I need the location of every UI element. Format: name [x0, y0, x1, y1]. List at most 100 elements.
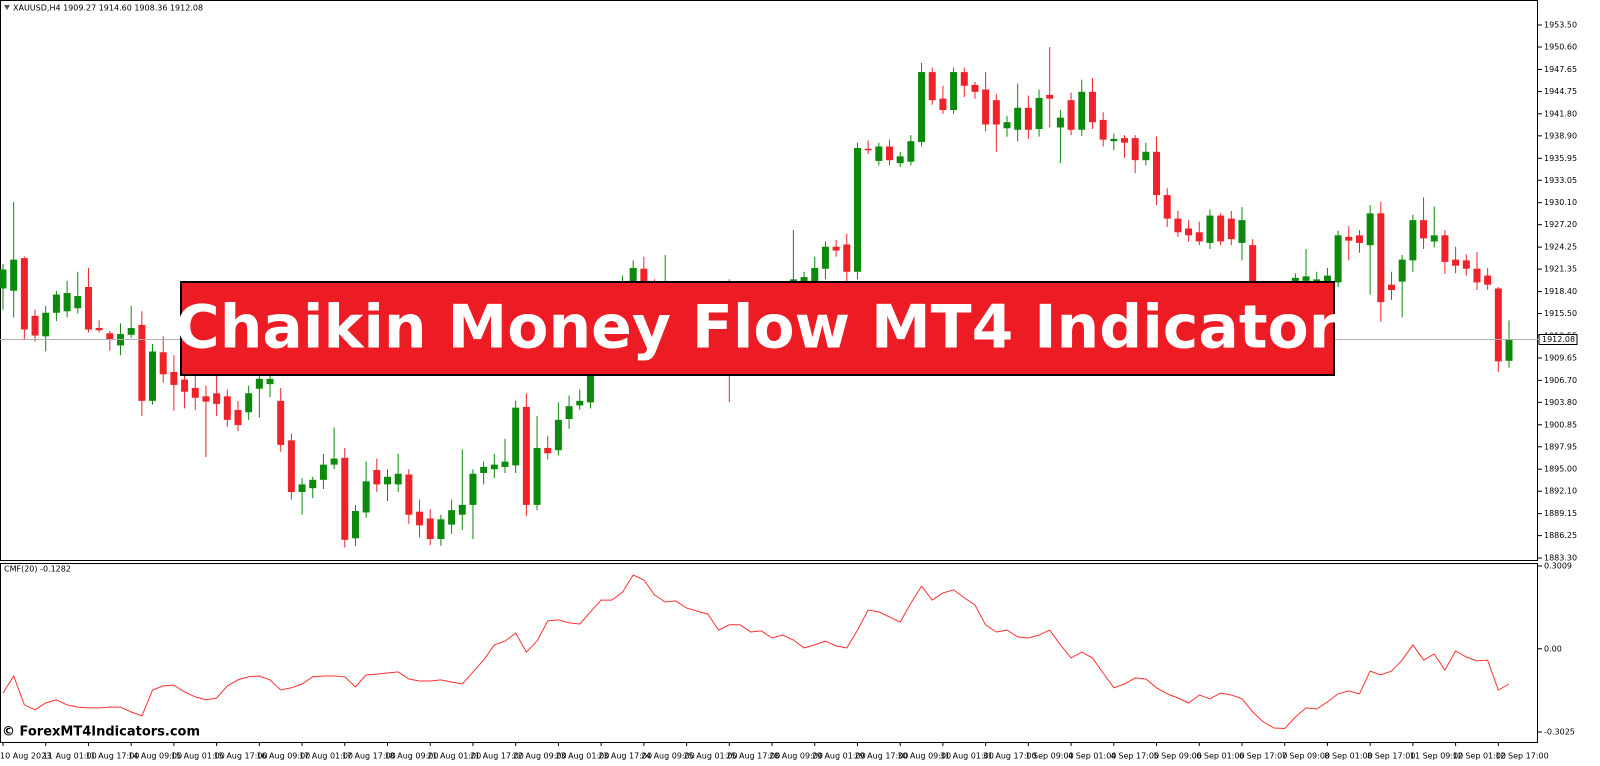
- candle-body: [127, 327, 135, 335]
- current-price-label: 1912.08: [1542, 335, 1575, 344]
- candle-body: [213, 393, 221, 404]
- indicator-title: CMF(20) -0.1282: [4, 565, 71, 574]
- candle-body: [554, 419, 562, 451]
- candle-body: [586, 359, 594, 403]
- candle-body: [266, 378, 274, 385]
- candle-body: [1238, 220, 1246, 243]
- y-tick-label: 1938.90: [1544, 131, 1577, 140]
- x-tick-label: 16 Aug 09:00: [256, 752, 310, 761]
- candle-body: [864, 148, 872, 151]
- y-tick-label: 1897.95: [1544, 442, 1577, 451]
- candle-body: [1056, 117, 1064, 128]
- x-tick-label: 31 Aug 17:00: [983, 752, 1037, 761]
- x-tick-label: 23 Aug 17:00: [598, 752, 652, 761]
- candle-body: [886, 146, 894, 161]
- x-tick-label: 28 Aug 09:00: [769, 752, 823, 761]
- candle-body: [1206, 215, 1214, 243]
- candle-body: [469, 473, 477, 505]
- candle-body: [159, 352, 167, 375]
- candle-body: [928, 72, 936, 101]
- y-tick-label: 1903.80: [1544, 398, 1577, 407]
- candle-body: [1217, 215, 1225, 242]
- candle-body: [149, 351, 157, 401]
- y-tick-label: 1906.70: [1544, 376, 1577, 385]
- x-tick-label: 4 Sep 17:00: [1111, 752, 1159, 761]
- x-tick-label: 17 Aug 17:00: [342, 752, 396, 761]
- candle-body: [202, 396, 210, 402]
- x-tick-label: 25 Aug 17:00: [726, 752, 780, 761]
- x-tick-label: 24 Aug 09:00: [641, 752, 695, 761]
- candle-body: [992, 100, 1000, 125]
- candle-body: [982, 89, 990, 125]
- candle-body: [1366, 213, 1374, 246]
- x-tick-label: 21 Aug 01:00: [427, 752, 481, 761]
- candle-body: [106, 333, 114, 340]
- candle-body: [811, 267, 819, 287]
- x-tick-label: 6 Sep 01:00: [1196, 752, 1244, 761]
- y-tick-label: 1930.10: [1544, 198, 1577, 207]
- candle-body: [1398, 259, 1406, 282]
- candle-body: [1334, 235, 1342, 283]
- y-tick-label: 1933.05: [1544, 176, 1577, 185]
- x-tick-label: 15 Aug 17:00: [214, 752, 268, 761]
- candle-body: [405, 474, 413, 515]
- candle-body: [1142, 151, 1150, 161]
- candle-body: [0, 269, 7, 289]
- current-price-box: [1538, 334, 1578, 346]
- x-tick-label: 1 Sep 09:00: [1025, 752, 1073, 761]
- y-tick-label: 1886.25: [1544, 531, 1577, 540]
- y-tick-label: 1909.65: [1544, 353, 1577, 362]
- x-tick-label: 8 Sep 17:00: [1367, 752, 1415, 761]
- cmf-line: [2, 574, 1510, 730]
- candle-body: [234, 409, 242, 426]
- candle-body: [960, 72, 968, 86]
- banner: [180, 281, 1335, 376]
- candle-body: [1484, 275, 1492, 285]
- candle-body: [1441, 235, 1449, 262]
- candle-body: [907, 141, 915, 162]
- y-tick-label: 0.3009: [1544, 561, 1572, 570]
- candle-body: [181, 379, 189, 392]
- candle-body: [1430, 235, 1438, 242]
- candle-body: [918, 72, 926, 142]
- candle-body: [1024, 107, 1032, 130]
- candle-body: [576, 400, 584, 406]
- x-tick-label: 15 Aug 01:00: [171, 752, 225, 761]
- candle-body: [640, 268, 648, 283]
- candle-body: [63, 293, 71, 312]
- candle-body: [52, 294, 60, 313]
- candle-body: [896, 156, 904, 164]
- candle-body: [1227, 218, 1235, 240]
- y-tick-label: 1892.10: [1544, 487, 1577, 496]
- x-tick-label: 21 Aug 17:00: [470, 752, 524, 761]
- indicator-panel: [0, 563, 1538, 743]
- candle-body: [1323, 275, 1331, 284]
- candle-body: [522, 406, 530, 505]
- y-tick-label: 1924.25: [1544, 243, 1577, 252]
- candle-body: [1078, 91, 1086, 130]
- candle-body: [950, 72, 958, 111]
- x-tick-label: 14 Aug 09:00: [128, 752, 182, 761]
- candle-body: [832, 246, 840, 251]
- y-tick-label: 1889.15: [1544, 509, 1577, 518]
- candle-body: [255, 378, 263, 389]
- candle-body: [629, 267, 637, 284]
- y-tick-label: 1921.35: [1544, 265, 1577, 274]
- candle-body: [1345, 236, 1353, 241]
- candle-body: [84, 286, 92, 330]
- x-tick-label: 6 Sep 17:00: [1239, 752, 1287, 761]
- x-tick-label: 12 Sep 01:00: [1453, 752, 1506, 761]
- y-tick-label: 1927.20: [1544, 220, 1577, 229]
- candle-body: [821, 246, 829, 269]
- candle-body: [20, 258, 28, 330]
- x-tick-label: 18 Aug 09:00: [385, 752, 439, 761]
- candle-body: [853, 148, 861, 272]
- candle-body: [448, 510, 456, 525]
- main-panel: [0, 0, 1538, 561]
- candle-body: [1174, 218, 1182, 233]
- x-tick-label: 11 Aug 01:00: [43, 752, 97, 761]
- candle-body: [416, 511, 424, 526]
- candle-body: [298, 484, 306, 492]
- candle-body: [458, 504, 466, 515]
